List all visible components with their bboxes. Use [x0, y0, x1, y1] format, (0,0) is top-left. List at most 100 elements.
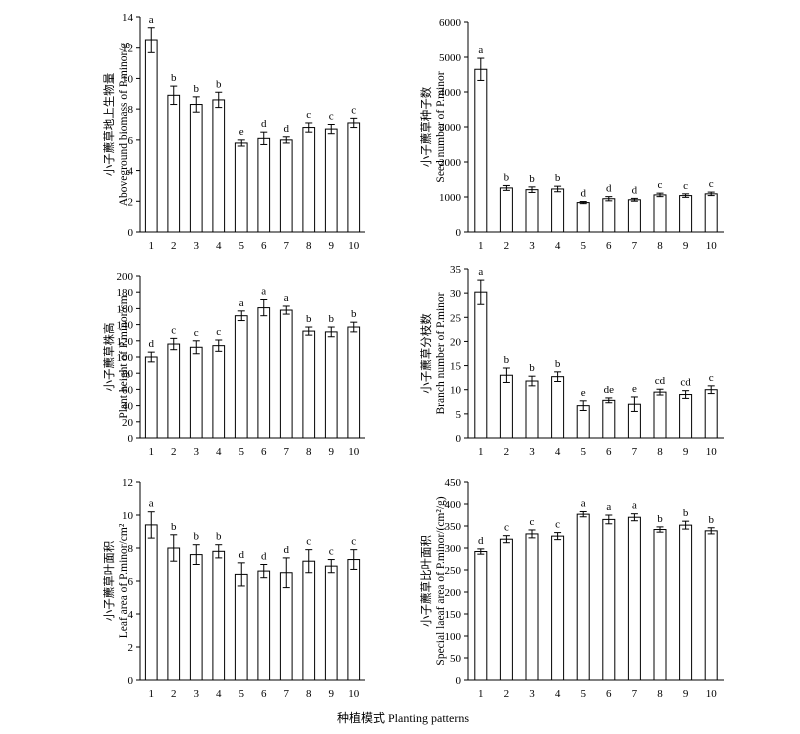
- significance-letter: d: [284, 123, 290, 135]
- x-tick-label: 5: [580, 688, 586, 700]
- x-tick-label: 4: [555, 446, 561, 458]
- bar-2: [499, 538, 513, 681]
- y-tick-label: 100: [445, 631, 462, 643]
- x-tick-label: 9: [329, 240, 335, 252]
- significance-letter: c: [216, 326, 221, 338]
- x-tick-label: 4: [555, 240, 561, 252]
- bar-8: [653, 391, 667, 439]
- x-tick-label: 8: [657, 240, 663, 252]
- significance-letter: b: [708, 514, 714, 526]
- chart-panel-3: 0 20 40 60 80 100 120 140 160 180 200 d 1 c 2 c 3 c 4 a 5 a 6 a…: [102, 271, 365, 458]
- y-axis-label: 小子藨草地上生物量 Aboveground biomass of P.minor/…: [102, 42, 130, 206]
- bar-4: [551, 376, 565, 439]
- y-tick-label: 2: [128, 642, 134, 654]
- x-tick-label: 7: [284, 688, 290, 700]
- x-tick-label: 10: [348, 688, 360, 700]
- y-tick-label: 0: [128, 433, 134, 445]
- bar-6: [257, 307, 271, 439]
- y-tick-label: 180: [117, 287, 134, 299]
- x-tick-label: 2: [504, 240, 510, 252]
- y-tick-label: 15: [450, 361, 462, 373]
- y-tick-label: 8: [128, 104, 134, 116]
- x-tick-label: 1: [478, 446, 484, 458]
- x-tick-label: 3: [529, 446, 535, 458]
- significance-letter: d: [580, 188, 586, 200]
- y-tick-label: 200: [117, 271, 134, 283]
- bar-4: [551, 535, 565, 681]
- x-tick-label: 1: [149, 240, 155, 252]
- significance-letter: c: [530, 516, 535, 528]
- significance-letter: b: [194, 531, 200, 543]
- bar-9: [679, 394, 693, 439]
- x-tick-label: 1: [478, 688, 484, 700]
- x-tick-label: 7: [284, 240, 290, 252]
- x-tick-label: 6: [606, 446, 612, 458]
- y-tick-label: 160: [117, 303, 134, 315]
- y-tick-label: 0: [128, 675, 134, 687]
- significance-letter: c: [351, 104, 356, 116]
- y-tick-label: 0: [456, 433, 462, 445]
- significance-letter: a: [478, 44, 483, 56]
- x-tick-label: 10: [348, 240, 360, 252]
- significance-letter: b: [216, 531, 222, 543]
- bar-3: [525, 533, 539, 681]
- y-axis-label: 小子藨草株高 Plant height of P.minor/cm: [102, 295, 130, 418]
- y-tick-label: 0: [456, 227, 462, 239]
- x-tick-label: 6: [261, 446, 267, 458]
- x-tick-label: 6: [606, 240, 612, 252]
- y-tick-label: 350: [445, 521, 462, 533]
- x-tick-label: 2: [171, 688, 177, 700]
- bar-4: [551, 188, 565, 233]
- significance-letter: c: [709, 372, 714, 384]
- bar-9: [324, 128, 338, 233]
- significance-letter: c: [709, 178, 714, 190]
- x-tick-label: 4: [216, 688, 222, 700]
- significance-letter: b: [529, 173, 535, 185]
- x-tick-label: 3: [529, 688, 535, 700]
- x-tick-label: 5: [239, 446, 245, 458]
- y-axis-label-en: Leaf area of P.minor/cm²: [118, 523, 130, 638]
- y-tick-label: 12: [122, 43, 133, 55]
- y-tick-label: 300: [445, 543, 462, 555]
- bar-3: [189, 104, 203, 233]
- bar-5: [234, 573, 248, 681]
- x-tick-label: 7: [632, 446, 638, 458]
- y-tick-label: 50: [450, 653, 462, 665]
- significance-letter: c: [658, 179, 663, 191]
- x-tick-label: 3: [529, 240, 535, 252]
- significance-letter: c: [329, 546, 334, 558]
- y-axis-label-en: Special laeaf area of P.minor/(cm²/g): [435, 496, 447, 665]
- figure-xlabel: 种植模式 Planting patterns: [337, 710, 469, 725]
- significance-letter: b: [683, 507, 689, 519]
- significance-letter: c: [194, 327, 199, 339]
- x-tick-label: 10: [706, 446, 718, 458]
- y-tick-label: 150: [445, 609, 462, 621]
- y-tick-label: 250: [445, 565, 462, 577]
- bar-1: [144, 39, 158, 233]
- significance-letter: c: [555, 519, 560, 531]
- significance-letter: a: [261, 285, 266, 297]
- significance-letter: a: [632, 500, 637, 512]
- x-tick-label: 10: [706, 688, 718, 700]
- y-tick-label: 30: [450, 288, 462, 300]
- bar-5: [234, 315, 248, 439]
- x-tick-label: 5: [239, 240, 245, 252]
- significance-letter: d: [149, 338, 155, 350]
- y-axis-label-en: Branch number of P.minor: [435, 292, 447, 414]
- y-tick-label: 10: [450, 385, 462, 397]
- y-tick-label: 100: [117, 352, 134, 364]
- y-tick-label: 6: [128, 135, 134, 147]
- y-axis-label-cn: 小子藨草叶面积: [103, 540, 116, 621]
- bar-2: [499, 187, 513, 233]
- significance-letter: a: [149, 498, 154, 510]
- bar-8: [302, 127, 316, 233]
- bar-9: [679, 524, 693, 681]
- significance-letter: d: [261, 118, 267, 130]
- y-axis-label-cn: 小子藨草地上生物量: [102, 73, 116, 177]
- x-tick-label: 4: [216, 446, 222, 458]
- x-tick-label: 2: [171, 446, 177, 458]
- significance-letter: a: [284, 292, 289, 304]
